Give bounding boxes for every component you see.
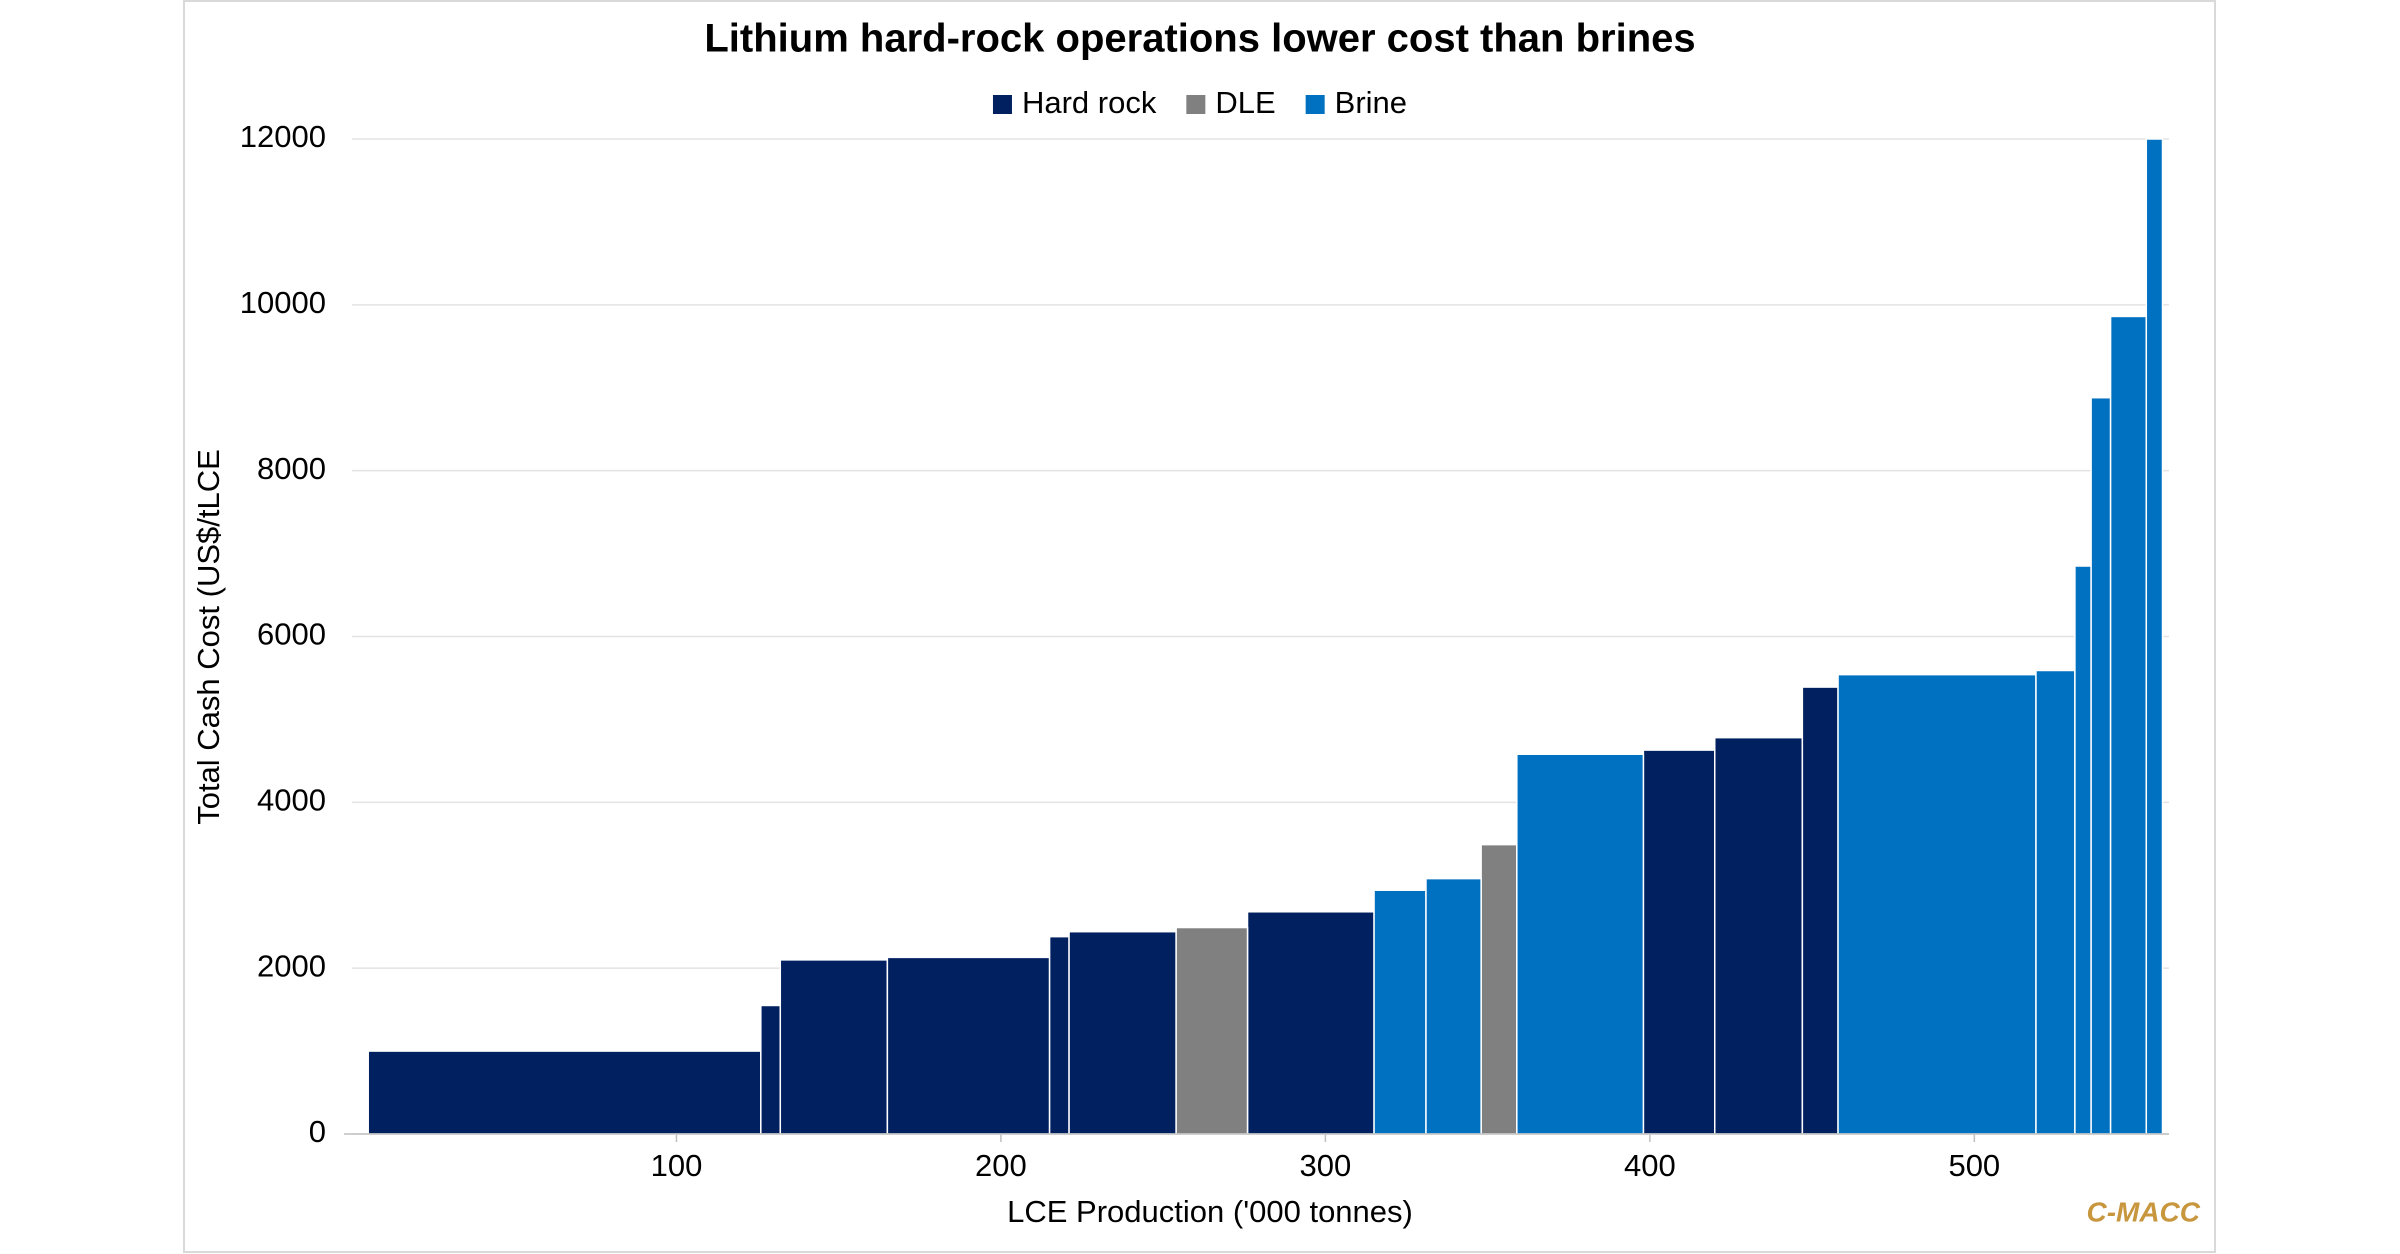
bar [1837, 673, 2037, 1135]
x-tick-label: 400 [1624, 1148, 1676, 1183]
bar [1480, 843, 1518, 1135]
x-tick-label: 100 [651, 1148, 703, 1183]
x-tick-label: 300 [1300, 1148, 1352, 1183]
y-axis-label: Total Cash Cost (US$/tLCE [191, 449, 226, 825]
bar [779, 959, 889, 1135]
bar [886, 956, 1051, 1135]
bar [1068, 930, 1177, 1135]
bar [367, 1050, 762, 1135]
bar [760, 1004, 782, 1135]
bar [1642, 749, 1716, 1135]
bar [2109, 315, 2148, 1135]
y-tick-label: 8000 [257, 451, 326, 486]
bar [1246, 911, 1375, 1135]
legend-label: Brine [1335, 85, 1407, 120]
y-tick-label: 2000 [257, 948, 326, 983]
bar [2074, 565, 2092, 1135]
bar [1373, 889, 1427, 1135]
x-tick-label: 500 [1948, 1148, 2000, 1183]
legend-label: Hard rock [1022, 85, 1157, 120]
y-tick-label: 4000 [257, 783, 326, 818]
bar [1048, 935, 1070, 1135]
legend-swatch [992, 95, 1012, 114]
bar [1801, 686, 1839, 1135]
bar [1175, 926, 1249, 1135]
bar [2145, 138, 2164, 1135]
y-tick-label: 12000 [240, 119, 326, 154]
y-tick-label: 10000 [240, 285, 326, 320]
bar [1425, 877, 1482, 1135]
y-tick-label: 0 [309, 1114, 326, 1149]
chart-title: Lithium hard-rock operations lower cost … [704, 17, 1695, 61]
bar [2035, 669, 2076, 1135]
x-tick-label: 200 [975, 1148, 1027, 1183]
legend-swatch [1186, 95, 1206, 114]
bar [1714, 736, 1804, 1135]
bar [2090, 396, 2112, 1135]
legend-label: DLE [1215, 85, 1275, 120]
x-axis-label: LCE Production ('000 tonnes) [1007, 1194, 1413, 1229]
legend-swatch [1305, 95, 1325, 114]
source-label: C-MACC [2086, 1196, 2200, 1227]
y-tick-label: 6000 [257, 617, 326, 652]
bar [1516, 753, 1645, 1135]
